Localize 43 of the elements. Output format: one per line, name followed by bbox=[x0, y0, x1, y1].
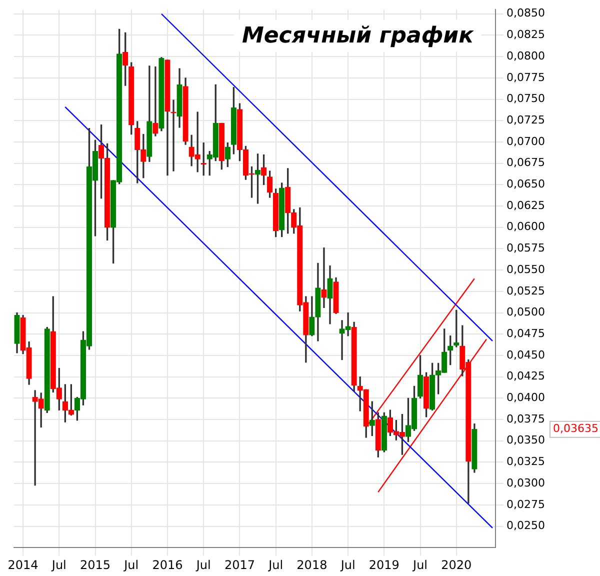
x-tick-label: 2017 bbox=[224, 558, 255, 572]
text: 0,03635 bbox=[553, 422, 598, 436]
y-tick-label: 0,0800 bbox=[506, 49, 546, 62]
x-tick-label: Jul bbox=[195, 558, 211, 572]
x-tick-label: Jul bbox=[268, 558, 284, 572]
x-tick-label: 2018 bbox=[296, 558, 328, 572]
y-tick-label: 0,0400 bbox=[506, 391, 546, 404]
y-tick-label: 0,0775 bbox=[506, 70, 546, 84]
x-tick-label: Jul bbox=[340, 558, 356, 572]
y-tick-label: 0,0600 bbox=[506, 220, 546, 234]
x-tick-label: 2020 bbox=[441, 558, 472, 572]
y-tick-label: 0,0850 bbox=[506, 6, 546, 20]
y-tick-label: 0,0575 bbox=[506, 242, 546, 255]
y-tick-label: 0,0525 bbox=[506, 284, 546, 298]
y-tick-label: 0,0325 bbox=[506, 455, 546, 468]
y-tick-label: 0,0475 bbox=[506, 326, 546, 340]
text: Месячный график bbox=[242, 23, 475, 48]
x-tick-label: Jul bbox=[412, 558, 428, 572]
x-tick-label: 2014 bbox=[8, 558, 38, 572]
y-tick-label: 0,0450 bbox=[506, 348, 546, 362]
candlestick bbox=[321, 248, 327, 308]
y-tick-label: 0,0500 bbox=[506, 306, 546, 319]
y-tick-label: 0,0350 bbox=[506, 434, 546, 447]
y-tick-label: 0,0375 bbox=[506, 412, 546, 426]
y-tick-label: 0,0300 bbox=[506, 476, 546, 490]
y-tick-label: 0,0725 bbox=[506, 113, 546, 126]
y-tick-label: 0,0250 bbox=[506, 519, 546, 532]
y-tick-label: 0,0825 bbox=[506, 28, 546, 42]
candlestick bbox=[170, 100, 176, 172]
candlestick bbox=[152, 66, 158, 136]
x-tick-label: Jul bbox=[50, 558, 66, 572]
y-tick-label: 0,0625 bbox=[506, 198, 546, 212]
y-tick-label: 0,0675 bbox=[506, 156, 546, 170]
y-tick-label: 0,0275 bbox=[506, 498, 546, 511]
x-tick-label: Jul bbox=[123, 558, 139, 572]
x-tick-label: 2016 bbox=[152, 558, 183, 572]
y-tick-label: 0,0700 bbox=[506, 134, 546, 148]
y-tick-label: 0,0425 bbox=[506, 370, 546, 383]
x-tick-label: 2015 bbox=[80, 558, 111, 572]
y-tick-label: 0,0750 bbox=[506, 92, 546, 106]
y-tick-label: 0,0650 bbox=[506, 178, 546, 191]
y-tick-label: 0,0550 bbox=[506, 262, 546, 276]
x-tick-label: 2019 bbox=[368, 558, 400, 572]
